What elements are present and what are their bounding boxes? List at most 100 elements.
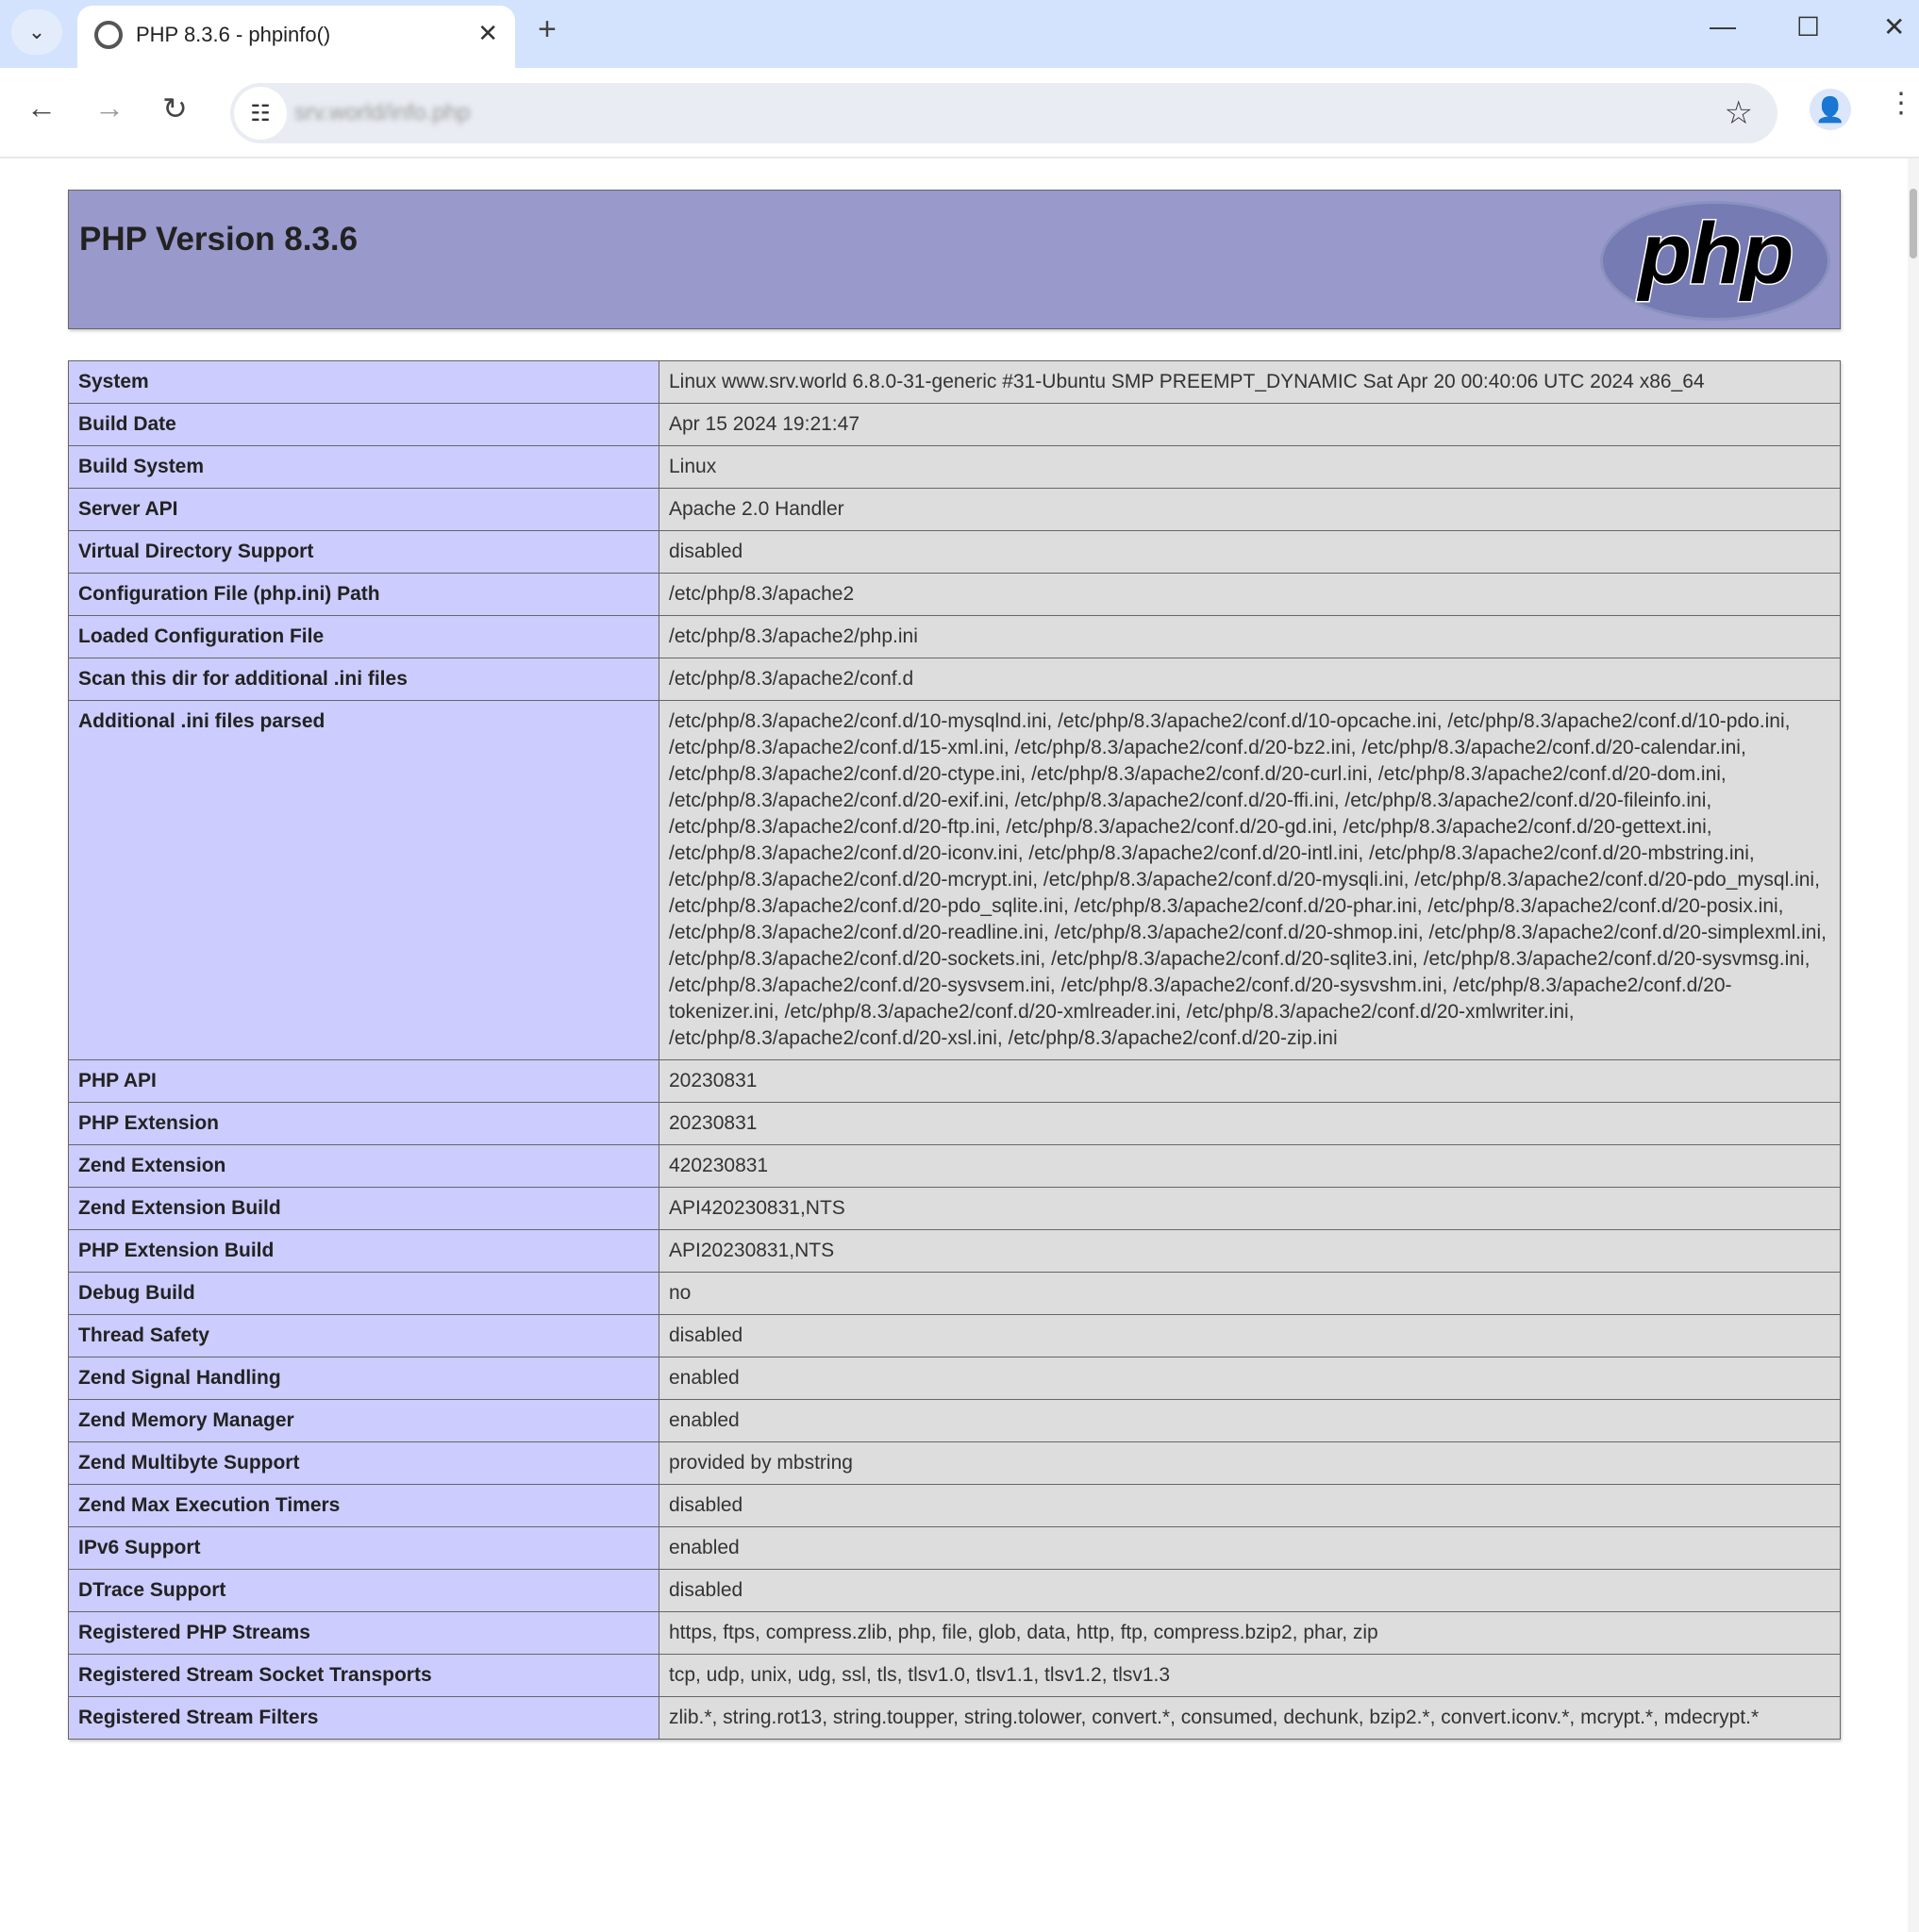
row-value: Apache 2.0 Handler (659, 488, 1841, 531)
row-label: Zend Max Execution Timers (68, 1484, 659, 1527)
row-value: tcp, udp, unix, udg, ssl, tls, tlsv1.0, … (659, 1654, 1841, 1697)
row-label: Registered Stream Filters (68, 1696, 659, 1740)
table-row: PHP Extension 20230831 (68, 1102, 1841, 1145)
row-label: Server API (68, 488, 659, 531)
url-text[interactable]: srv.world/info.php (294, 100, 471, 125)
table-row: Virtual Directory Support disabled (68, 530, 1841, 574)
row-label: PHP API (68, 1059, 659, 1103)
row-value: /etc/php/8.3/apache2 (659, 573, 1841, 616)
table-row: PHP API 20230831 (68, 1059, 1841, 1103)
tab-search-chevron-down-icon[interactable]: ⌄ (11, 9, 62, 55)
address-bar[interactable]: ☷ srv.world/info.php ☆ (230, 83, 1777, 143)
table-row: Scan this dir for additional .ini files /… (68, 658, 1841, 701)
row-label: Registered PHP Streams (68, 1611, 659, 1655)
row-label: Configuration File (php.ini) Path (68, 573, 659, 616)
row-value: https, ftps, compress.zlib, php, file, g… (659, 1611, 1841, 1655)
row-label: Zend Multibyte Support (68, 1441, 659, 1485)
row-value: provided by mbstring (659, 1441, 1841, 1485)
row-label: Thread Safety (68, 1314, 659, 1357)
row-value: enabled (659, 1526, 1841, 1570)
table-row: IPv6 Support enabled (68, 1526, 1841, 1570)
table-row: Registered Stream Filters zlib.*, string.… (68, 1696, 1841, 1740)
back-arrow-icon[interactable]: ← (26, 91, 57, 125)
window-close-icon[interactable]: ✕ (1883, 12, 1906, 42)
phpinfo-content: PHP Version 8.3.6 php System Linux www.sr… (68, 190, 1841, 1740)
table-row: Zend Extension Build API420230831,NTS (68, 1187, 1841, 1230)
row-label: PHP Extension Build (68, 1229, 659, 1273)
table-row: Build Date Apr 15 2024 19:21:47 (68, 403, 1841, 446)
row-value: API20230831,NTS (659, 1229, 1841, 1273)
table-row: Zend Memory Manager enabled (68, 1399, 1841, 1442)
row-value: no (659, 1272, 1841, 1315)
page-title: PHP Version 8.3.6 (79, 221, 359, 258)
row-label: PHP Extension (68, 1102, 659, 1145)
row-value: zlib.*, string.rot13, string.toupper, st… (659, 1696, 1841, 1740)
forward-arrow-icon[interactable]: → (94, 91, 125, 125)
table-row: Zend Max Execution Timers disabled (68, 1484, 1841, 1527)
row-label: Zend Memory Manager (68, 1399, 659, 1442)
row-value: disabled (659, 530, 1841, 574)
row-value: enabled (659, 1357, 1841, 1400)
table-row: Registered Stream Socket Transports tcp, … (68, 1654, 1841, 1697)
scrollbar-thumb[interactable] (1910, 189, 1917, 258)
maximize-icon[interactable]: ☐ (1796, 12, 1821, 42)
bookmark-star-icon[interactable]: ☆ (1724, 95, 1753, 131)
table-row: PHP Extension Build API20230831,NTS (68, 1229, 1841, 1273)
tab-active[interactable]: PHP 8.3.6 - phpinfo() ✕ (77, 6, 515, 68)
row-label: IPv6 Support (68, 1526, 659, 1570)
page-scrollbar[interactable] (1908, 158, 1919, 1932)
minimize-icon[interactable]: — (1710, 11, 1736, 41)
php-logo[interactable]: php (1600, 201, 1830, 321)
globe-icon (94, 21, 123, 49)
site-info-tune-icon[interactable]: ☷ (234, 87, 287, 140)
row-value: Linux (659, 445, 1841, 489)
row-label: Zend Extension Build (68, 1187, 659, 1230)
row-label: Additional .ini files parsed (68, 700, 659, 1060)
row-value: disabled (659, 1484, 1841, 1527)
reload-icon[interactable]: ↻ (162, 92, 188, 125)
row-label: System (68, 360, 659, 404)
new-tab-plus-icon[interactable]: + (538, 11, 557, 47)
table-row: Thread Safety disabled (68, 1314, 1841, 1357)
row-value: disabled (659, 1314, 1841, 1357)
table-row: Registered PHP Streams https, ftps, compr… (68, 1611, 1841, 1655)
more-menu-kebab-icon[interactable]: ⋮ (1887, 88, 1915, 119)
browser-toolbar: ← → ↻ ☷ srv.world/info.php ☆ 👤 ⋮ (0, 68, 1919, 158)
table-row: Zend Extension 420230831 (68, 1144, 1841, 1188)
row-label: Build Date (68, 403, 659, 446)
row-value: 20230831 (659, 1102, 1841, 1145)
table-row: Build System Linux (68, 445, 1841, 489)
table-row: Server API Apache 2.0 Handler (68, 488, 1841, 531)
table-row: Configuration File (php.ini) Path/etc/ph… (68, 573, 1841, 616)
row-label: Scan this dir for additional .ini files (68, 658, 659, 701)
table-row: System Linux www.srv.world 6.8.0-31-gener… (68, 360, 1841, 404)
table-row: Zend Multibyte Support provided by mbstri… (68, 1441, 1841, 1485)
row-value: Linux www.srv.world 6.8.0-31-generic #31… (659, 360, 1841, 404)
row-label: Debug Build (68, 1272, 659, 1315)
tab-close-icon[interactable]: ✕ (477, 19, 498, 47)
row-value: 20230831 (659, 1059, 1841, 1103)
row-value: Apr 15 2024 19:21:47 (659, 403, 1841, 446)
row-label: Loaded Configuration File (68, 615, 659, 658)
row-label: Virtual Directory Support (68, 530, 659, 574)
tab-title: PHP 8.3.6 - phpinfo() (136, 23, 331, 46)
row-value: enabled (659, 1399, 1841, 1442)
row-label: Registered Stream Socket Transports (68, 1654, 659, 1697)
table-row: DTrace Support disabled (68, 1569, 1841, 1612)
table-row: Additional .ini files parsed/etc/php/8.3… (68, 700, 1841, 1060)
row-value: disabled (659, 1569, 1841, 1612)
profile-avatar-icon[interactable]: 👤 (1810, 89, 1851, 130)
row-value: API420230831,NTS (659, 1187, 1841, 1230)
table-row: Zend Signal Handling enabled (68, 1357, 1841, 1400)
row-value: 420230831 (659, 1144, 1841, 1188)
row-value: /etc/php/8.3/apache2/conf.d (659, 658, 1841, 701)
info-table: System Linux www.srv.world 6.8.0-31-gener… (68, 360, 1841, 1740)
row-value: /etc/php/8.3/apache2/conf.d/10-mysqlnd.i… (659, 700, 1841, 1060)
row-label: Build System (68, 445, 659, 489)
phpinfo-header: PHP Version 8.3.6 php (68, 190, 1841, 329)
row-label: Zend Signal Handling (68, 1357, 659, 1400)
table-row: Debug Build no (68, 1272, 1841, 1315)
row-label: DTrace Support (68, 1569, 659, 1612)
table-row: Loaded Configuration File/etc/php/8.3/ap… (68, 615, 1841, 658)
tab-strip: ⌄ PHP 8.3.6 - phpinfo() ✕ + — ☐ ✕ (0, 0, 1919, 68)
